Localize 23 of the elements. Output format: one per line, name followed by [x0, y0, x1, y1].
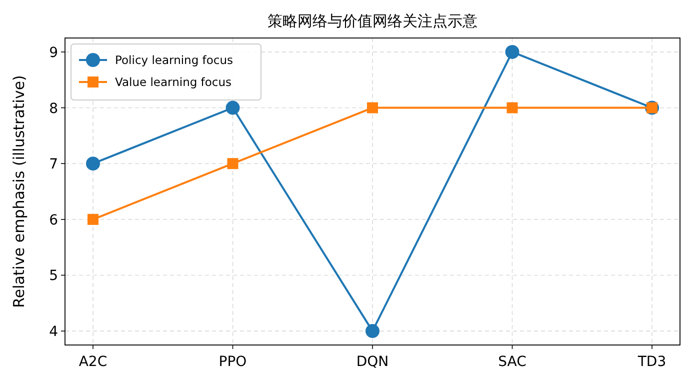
- y-tick-label: 8: [49, 100, 58, 117]
- y-axis-title: Relative emphasis (illustrative): [10, 75, 28, 308]
- x-tick-label: SAC: [498, 354, 527, 370]
- y-tick-label: 4: [49, 324, 58, 340]
- x-tick-label: A2C: [78, 354, 108, 370]
- legend-label: Value learning focus: [115, 75, 232, 89]
- x-tick-label: PPO: [218, 354, 247, 370]
- point: [86, 156, 100, 171]
- chart-title: 策略网络与价值网络关注点示意: [268, 12, 478, 30]
- legend-label: Policy learning focus: [115, 53, 233, 67]
- point: [88, 214, 98, 225]
- point: [506, 102, 518, 114]
- point: [367, 102, 378, 114]
- y-tick-label: 5: [49, 268, 58, 284]
- y-tick-label: 6: [49, 212, 58, 228]
- y-tick-label: 7: [49, 156, 58, 173]
- x-tick-label: DQN: [356, 354, 389, 370]
- point: [226, 100, 240, 115]
- point: [505, 44, 520, 59]
- point: [227, 158, 238, 170]
- y-tick-label: 9: [49, 44, 58, 61]
- x-tick-label: TD3: [636, 354, 666, 370]
- point: [366, 324, 380, 338]
